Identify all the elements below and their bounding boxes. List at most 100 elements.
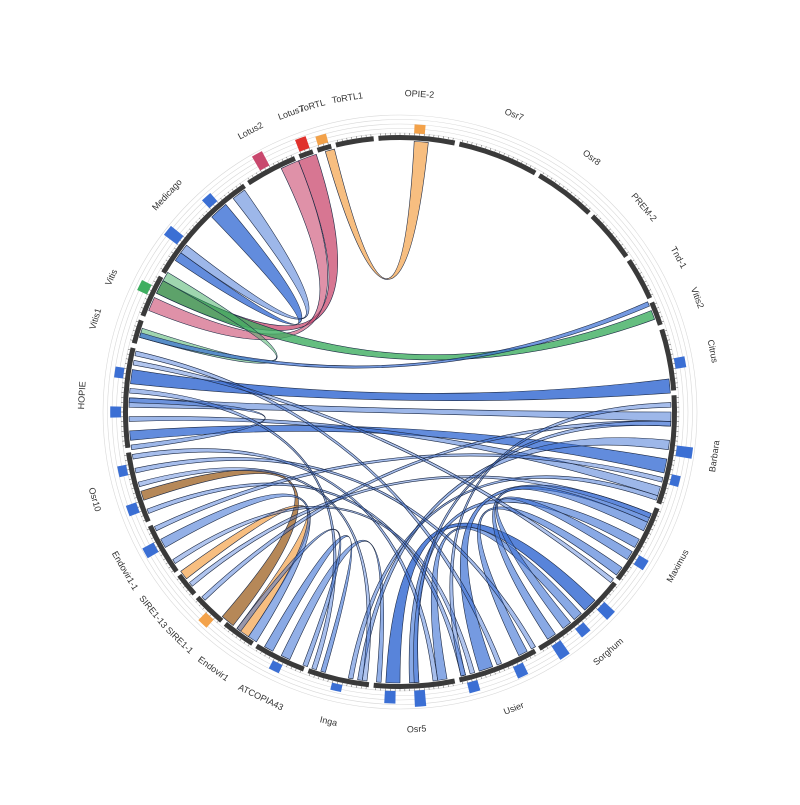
segment-tick bbox=[189, 594, 191, 595]
segment-tick bbox=[265, 168, 266, 170]
segment-tick bbox=[166, 260, 168, 261]
histogram-bar bbox=[552, 640, 570, 660]
segment-tick bbox=[224, 627, 225, 629]
segment-tick bbox=[551, 644, 552, 646]
segment-tick bbox=[547, 647, 548, 649]
segment-label-endovir11: Endovir1-1 bbox=[110, 549, 140, 592]
histogram-bar bbox=[634, 555, 649, 570]
segment-tick bbox=[169, 567, 171, 568]
segment-label-osr10: Osr10 bbox=[87, 486, 103, 512]
segment-tick bbox=[158, 551, 160, 552]
segment-tick bbox=[156, 546, 158, 547]
segment-label-hopie: HOPIE bbox=[76, 381, 87, 410]
segment-tick bbox=[186, 590, 188, 591]
segment-tick bbox=[163, 264, 165, 265]
segment-tick bbox=[612, 590, 614, 591]
segment-band-tortl1 bbox=[335, 136, 374, 147]
segment-label-tortl1: ToRTL1 bbox=[331, 90, 364, 105]
segment-tick bbox=[534, 168, 535, 170]
segment-label-osr7: Osr7 bbox=[503, 106, 525, 122]
segment-tick bbox=[213, 618, 214, 620]
segment-tick bbox=[574, 627, 575, 629]
segment-label-inga: Inga bbox=[319, 714, 338, 728]
segment-tick bbox=[599, 218, 601, 220]
segment-label-sire113: SIRE1-13 bbox=[137, 593, 169, 630]
segment-tick bbox=[547, 175, 548, 177]
segment-tick bbox=[618, 240, 620, 241]
segment-tick bbox=[196, 601, 198, 603]
segment-tick bbox=[567, 633, 568, 635]
segment-tick bbox=[232, 189, 233, 191]
segment-tick bbox=[578, 198, 579, 200]
segment-tick bbox=[252, 175, 253, 177]
segment-tick bbox=[563, 186, 564, 188]
segment-tick bbox=[624, 248, 626, 249]
segment-tick bbox=[206, 611, 208, 613]
histogram-bar bbox=[164, 226, 184, 245]
segment-tick bbox=[495, 672, 496, 674]
segment-tick bbox=[559, 639, 560, 641]
segment-label-medicago: Medicago bbox=[150, 177, 184, 212]
segment-tick bbox=[244, 642, 245, 644]
segment-tick bbox=[305, 150, 306, 152]
segment-tick bbox=[543, 173, 544, 175]
segment-tick bbox=[555, 642, 556, 644]
histogram-bar bbox=[137, 280, 151, 295]
segment-tick bbox=[203, 608, 205, 610]
segment-tick bbox=[582, 201, 583, 203]
segment-tick bbox=[256, 173, 257, 175]
segment-label-vitis: Vitis bbox=[103, 267, 119, 287]
segment-tick bbox=[203, 215, 205, 217]
segment-label-vitis1: Vitis1 bbox=[87, 307, 103, 331]
histogram-bar bbox=[315, 134, 328, 146]
segment-tick bbox=[589, 208, 591, 210]
segment-tick bbox=[637, 555, 639, 556]
segment-tick bbox=[265, 654, 266, 656]
segment-tick bbox=[240, 639, 241, 641]
segment-tick bbox=[534, 654, 535, 656]
segment-tick bbox=[180, 240, 182, 241]
segment-tick bbox=[217, 621, 218, 623]
segment-label-osr8: Osr8 bbox=[581, 148, 603, 168]
segment-tick bbox=[236, 186, 237, 188]
segment-tick bbox=[621, 244, 623, 245]
segment-tick bbox=[603, 601, 605, 603]
segment-tick bbox=[228, 192, 229, 194]
histogram-bar bbox=[114, 366, 124, 378]
segment-tick bbox=[543, 649, 544, 651]
segment-tick bbox=[213, 205, 214, 207]
segment-tick bbox=[206, 211, 208, 213]
segment-band-osr7 bbox=[459, 142, 537, 176]
segment-tick bbox=[632, 260, 634, 261]
segment-tick bbox=[210, 615, 212, 617]
segment-tick bbox=[606, 597, 608, 598]
segment-tick bbox=[596, 215, 598, 217]
segment-tick bbox=[193, 225, 195, 226]
segment-tick bbox=[635, 264, 637, 265]
segment-tick bbox=[228, 630, 229, 632]
segment-tick bbox=[615, 236, 617, 237]
segment-tick bbox=[551, 178, 552, 180]
segment-tick bbox=[609, 229, 611, 230]
segment-tick bbox=[248, 178, 249, 180]
segment-tick bbox=[582, 621, 583, 623]
segment-label-barbara: Barbara bbox=[707, 440, 721, 473]
segment-tick bbox=[642, 546, 644, 547]
segment-tick bbox=[199, 218, 201, 220]
segment-tick bbox=[596, 608, 598, 610]
segment-tick bbox=[640, 272, 642, 273]
segment-tick bbox=[171, 571, 173, 572]
segment-tick bbox=[660, 317, 662, 318]
segment-tick bbox=[630, 567, 632, 568]
segment-tick bbox=[183, 586, 185, 587]
segment-tick bbox=[138, 507, 140, 508]
segment-tick bbox=[177, 244, 179, 245]
segment-tick bbox=[585, 205, 586, 207]
histogram-bar bbox=[110, 406, 121, 417]
segment-tick bbox=[495, 150, 496, 152]
histogram-bar bbox=[126, 502, 140, 516]
segment-tick bbox=[609, 594, 611, 595]
histogram-bar bbox=[252, 151, 269, 171]
segment-tick bbox=[563, 636, 564, 638]
